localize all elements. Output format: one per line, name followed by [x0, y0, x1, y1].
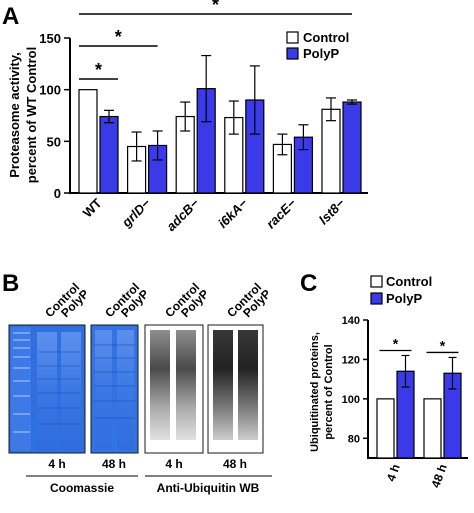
- blot-time-1: 4 h: [48, 457, 65, 471]
- c-ytick-label: 120: [342, 354, 360, 366]
- panel-b: B: [2, 270, 274, 495]
- a-x-tick-label: i6kA−: [215, 195, 251, 231]
- western-blot-4h: [144, 324, 204, 454]
- legend-polyp-label: PolyP: [303, 46, 339, 61]
- a-ytick-label: 0: [54, 186, 61, 201]
- a-ytick-label: 100: [39, 83, 61, 98]
- a-bar-control: [321, 108, 341, 194]
- c-ytick-label: 140: [342, 315, 360, 327]
- wb-label: Anti-Ubiquitin WB: [157, 481, 260, 495]
- panel-c-ylabel-line1: Ubiquitinated proteins,: [309, 332, 321, 452]
- panel-a-legend: Control PolyP: [286, 30, 349, 61]
- legend-c-control-label: Control: [386, 274, 432, 289]
- coomassie-blot-4h: [8, 324, 86, 454]
- a-significance-star: *: [115, 27, 122, 47]
- legend-c-polyp-swatch: [370, 292, 383, 305]
- legend-c-polyp-label: PolyP: [386, 291, 422, 306]
- blot-time-3: 4 h: [165, 457, 182, 471]
- panel-c-legend: Control PolyP: [370, 274, 432, 306]
- panel-a: A Proteasome activity, percent of WT Con…: [2, 0, 368, 234]
- blot-time-4: 48 h: [223, 457, 247, 471]
- a-significance-star: *: [212, 0, 219, 15]
- panel-a-letter: A: [2, 3, 19, 30]
- c-x-tick-label: 4 h: [384, 462, 403, 483]
- c-x-tick-label: 48 h: [428, 462, 449, 489]
- c-significance-star: *: [393, 335, 399, 351]
- coomassie-label: Coomassie: [50, 481, 114, 495]
- panel-a-ylabel-line2: percent of WT Control: [24, 47, 39, 184]
- c-ytick-label: 100: [342, 394, 360, 406]
- a-bar-control: [78, 89, 98, 194]
- a-x-tick-label: racE−: [263, 195, 299, 231]
- a-bar-polyp: [342, 101, 362, 194]
- c-bar-control: [376, 398, 395, 459]
- a-x-tick-label: grlD−: [118, 195, 153, 230]
- c-ytick-label: 80: [348, 433, 360, 445]
- a-x-tick-label: lst8−: [316, 195, 348, 227]
- panel-c-letter: C: [300, 270, 317, 297]
- a-significance-star: *: [95, 60, 102, 80]
- legend-c-control-swatch: [370, 275, 383, 288]
- a-x-tick-label: WT: [80, 195, 105, 220]
- panel-b-letter: B: [2, 270, 19, 297]
- c-bar-control: [423, 398, 442, 459]
- legend-control-swatch: [286, 31, 299, 44]
- panel-c: C Ubiquitinated proteins, percent of Con…: [300, 270, 468, 490]
- legend-control-label: Control: [303, 30, 349, 45]
- a-ytick-label: 50: [47, 134, 61, 149]
- legend-polyp-swatch: [286, 47, 299, 60]
- a-ytick-label: 150: [39, 31, 61, 46]
- a-bar-polyp: [99, 115, 119, 194]
- coomassie-blot-48h: [90, 324, 139, 454]
- c-significance-star: *: [440, 337, 446, 353]
- a-x-tick-label: adcB−: [163, 195, 202, 234]
- western-blot-48h: [207, 324, 264, 454]
- panel-a-ylabel-line1: Proteasome activity,: [7, 52, 22, 177]
- panel-c-ylabel-line2: percent of Control: [323, 344, 335, 439]
- blot-time-2: 48 h: [102, 457, 126, 471]
